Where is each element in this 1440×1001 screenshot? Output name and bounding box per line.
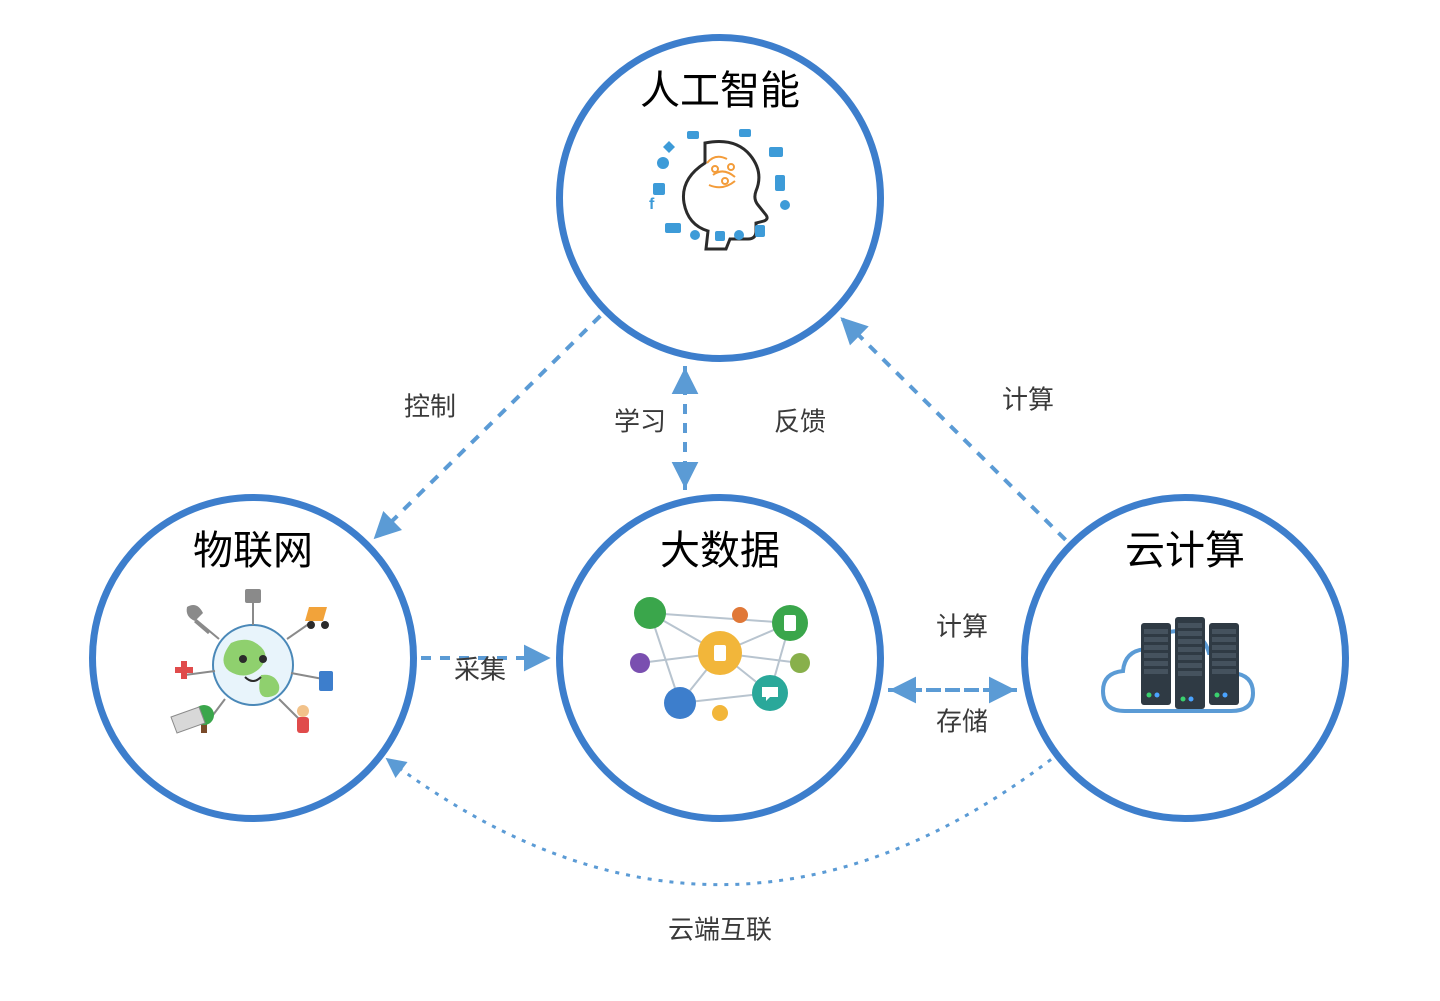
- node-iot: 物联网: [89, 494, 417, 822]
- iot-icon: [161, 583, 346, 743]
- node-iot-title: 物联网: [193, 529, 313, 573]
- node-cloud-title: 云计算: [1125, 529, 1245, 573]
- svg-text:f: f: [649, 196, 655, 213]
- edge-label-store: 存储: [936, 702, 988, 739]
- node-bigdata: 大数据: [556, 494, 884, 822]
- edge-label-feedback: 反馈: [774, 402, 826, 439]
- edge-label-control: 控制: [404, 387, 456, 424]
- ai-icon: f: [635, 123, 805, 253]
- node-cloud: 云计算: [1021, 494, 1349, 822]
- edge-label-learn: 学习: [614, 402, 666, 439]
- edge-label-compute1: 计算: [1002, 380, 1054, 417]
- node-ai: 人工智能: [556, 34, 884, 362]
- node-bigdata-title: 大数据: [660, 529, 780, 573]
- edge-label-cloudlink: 云端互联: [668, 910, 772, 947]
- cloud-icon: [1085, 583, 1285, 743]
- edge-label-compute2: 计算: [936, 607, 988, 644]
- diagram-stage: 人工智能: [0, 0, 1440, 1001]
- node-ai-title: 人工智能: [640, 69, 800, 113]
- edge-label-collect: 采集: [454, 650, 506, 687]
- bigdata-icon: [620, 583, 820, 733]
